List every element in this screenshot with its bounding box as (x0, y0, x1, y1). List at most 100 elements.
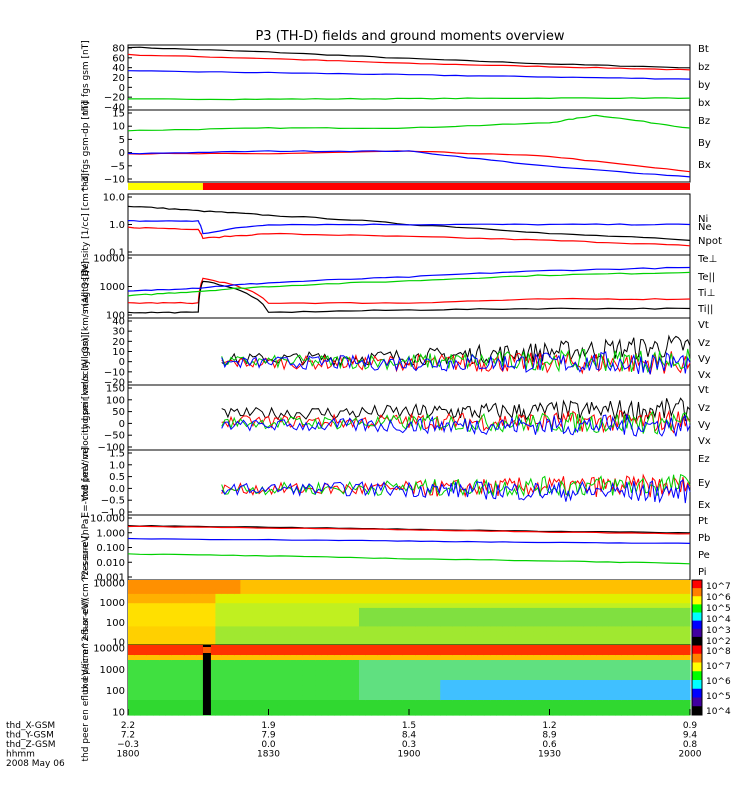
heatmap-cell (615, 695, 622, 701)
heatmap-cell (240, 607, 248, 614)
heatmap-cell (371, 640, 379, 646)
heatmap-cell (421, 593, 429, 600)
heatmap-cell (683, 645, 691, 651)
heatmap-cell (402, 640, 410, 646)
heatmap-cell (246, 607, 254, 614)
heatmap-cell (165, 607, 173, 614)
heatmap-cell (490, 593, 497, 600)
heatmap-cell (240, 617, 248, 623)
heatmap-cell (646, 626, 654, 632)
heatmap-cell (646, 584, 654, 590)
heatmap-cell (227, 645, 235, 651)
heatmap-cell (521, 612, 529, 618)
heatmap-cell (527, 685, 535, 691)
heatmap-cell (540, 660, 547, 666)
heatmap-cell (434, 598, 441, 604)
heatmap-cell (359, 593, 366, 600)
heatmap-cell (621, 655, 629, 661)
heatmap-cell (284, 598, 291, 604)
heatmap-cell (327, 589, 335, 595)
heatmap-cell (602, 584, 610, 590)
heatmap-cell (646, 635, 654, 641)
heatmap-cell (558, 695, 566, 701)
heatmap-cell (602, 593, 610, 600)
heatmap-cell (321, 580, 329, 586)
heatmap-cell (402, 631, 410, 637)
heatmap-cell (334, 670, 341, 676)
heatmap-cell (128, 675, 135, 681)
heatmap-cell (277, 710, 285, 716)
heatmap-cell (552, 685, 560, 691)
heatmap-cell (171, 584, 179, 590)
heatmap-cell (352, 695, 360, 701)
x-axis-value: 1830 (257, 750, 280, 760)
heatmap-cell (546, 705, 554, 711)
heatmap-cell (515, 665, 522, 671)
heatmap-cell (371, 645, 379, 651)
heatmap-cell (128, 690, 135, 696)
heatmap-cell (140, 705, 148, 711)
heatmap-cell (396, 617, 404, 623)
heatmap-cell (421, 675, 429, 681)
heatmap-cell (496, 695, 504, 701)
heatmap-cell (240, 584, 248, 590)
heatmap-cell (296, 603, 304, 609)
heatmap-cell (340, 612, 348, 618)
heatmap-cell (640, 584, 647, 590)
heatmap-cell (421, 621, 429, 627)
heatmap-cell (652, 607, 660, 614)
heatmap-cell (302, 660, 310, 666)
heatmap-cell (540, 665, 547, 671)
heatmap-cell (527, 680, 535, 686)
heatmap-cell (521, 617, 529, 623)
y-tick-label: 60 (112, 53, 125, 64)
heatmap-cell (571, 593, 579, 600)
heatmap-cell (128, 589, 135, 595)
heatmap-cell (209, 617, 216, 623)
heatmap-cell (321, 635, 329, 641)
heatmap-cell (590, 580, 597, 586)
heatmap-cell (658, 680, 666, 686)
heatmap-cell (159, 660, 166, 666)
heatmap-cell (334, 593, 341, 600)
heatmap-cell (565, 593, 572, 600)
heatmap-cell (583, 655, 591, 661)
heatmap-cell (540, 700, 547, 706)
heatmap-cell (252, 621, 260, 627)
series-line-Bx (127, 150, 691, 178)
y-tick-label: 10 (112, 638, 125, 649)
heatmap-cell (346, 685, 354, 691)
heatmap-cell (440, 626, 447, 632)
heatmap-cell (590, 685, 597, 691)
heatmap-cell (633, 710, 641, 716)
legend-Ti⊥: Ti⊥ (697, 288, 715, 299)
heatmap-cell (508, 617, 516, 623)
heatmap-cell (384, 640, 391, 646)
heatmap-cell (652, 710, 660, 716)
legend-Ez: Ez (698, 454, 710, 465)
heatmap-cell (359, 680, 366, 686)
heatmap-cell (615, 680, 622, 686)
colorbar-segment (692, 688, 702, 698)
heatmap-cell (490, 598, 497, 604)
heatmap-cell (590, 655, 597, 661)
heatmap-cell (134, 705, 141, 711)
heatmap-cell (552, 675, 560, 681)
heatmap-cell (271, 665, 279, 671)
heatmap-cell (352, 593, 360, 600)
heatmap-cell (234, 660, 241, 666)
heatmap-cell (677, 635, 685, 641)
heatmap-cell (540, 640, 547, 646)
heatmap-cell (602, 617, 610, 623)
heatmap-cell (171, 650, 179, 656)
heatmap-cell (196, 603, 204, 609)
y-tick-label: 40 (112, 63, 125, 74)
heatmap-cell (533, 580, 541, 586)
heatmap-cell (290, 603, 298, 609)
heatmap-cell (683, 580, 691, 586)
x-axis-value: 1.2 (542, 721, 556, 731)
heatmap-cell (402, 593, 410, 600)
heatmap-cell (346, 705, 354, 711)
